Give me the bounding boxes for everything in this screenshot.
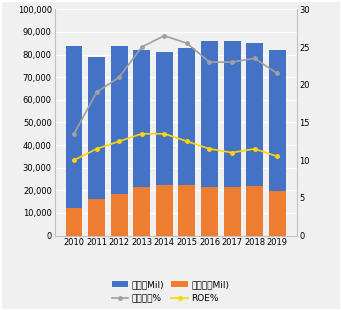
結純益率% [72, 132, 76, 136]
Bar [88, 199, 105, 236]
Bar [224, 187, 240, 236]
Bar [111, 46, 128, 236]
結純益率% [117, 75, 121, 79]
Bar [178, 185, 195, 236]
ROE% [275, 154, 279, 158]
Bar [156, 52, 173, 236]
Bar [133, 187, 150, 236]
ROE% [207, 147, 211, 151]
結純益率% [275, 72, 279, 75]
ROE% [185, 140, 189, 143]
Line: 結純益率%: 結純益率% [72, 34, 279, 135]
ROE% [94, 147, 99, 151]
Bar [178, 48, 195, 236]
ROE% [162, 132, 166, 136]
Bar [65, 208, 83, 236]
ROE% [117, 140, 121, 143]
Legend: 売上（Mil), 結純益率%, 結純益（Mil), ROE%: 売上（Mil), 結純益率%, 結純益（Mil), ROE% [109, 277, 232, 305]
Bar [201, 187, 218, 236]
Bar [246, 43, 263, 236]
結純益率% [230, 60, 234, 64]
Bar [111, 194, 128, 236]
Bar [224, 41, 240, 236]
ROE% [230, 151, 234, 154]
結純益率% [162, 34, 166, 38]
結純益率% [140, 45, 144, 49]
Bar [269, 192, 286, 236]
Bar [246, 186, 263, 236]
Bar [201, 41, 218, 236]
結純益率% [185, 42, 189, 45]
Bar [65, 46, 83, 236]
Bar [269, 50, 286, 236]
Bar [88, 57, 105, 236]
結純益率% [94, 91, 99, 94]
ROE% [72, 158, 76, 162]
Bar [133, 50, 150, 236]
Bar [156, 185, 173, 236]
結純益率% [253, 56, 257, 60]
Line: ROE%: ROE% [72, 132, 279, 162]
結純益率% [207, 60, 211, 64]
ROE% [253, 147, 257, 151]
ROE% [140, 132, 144, 136]
